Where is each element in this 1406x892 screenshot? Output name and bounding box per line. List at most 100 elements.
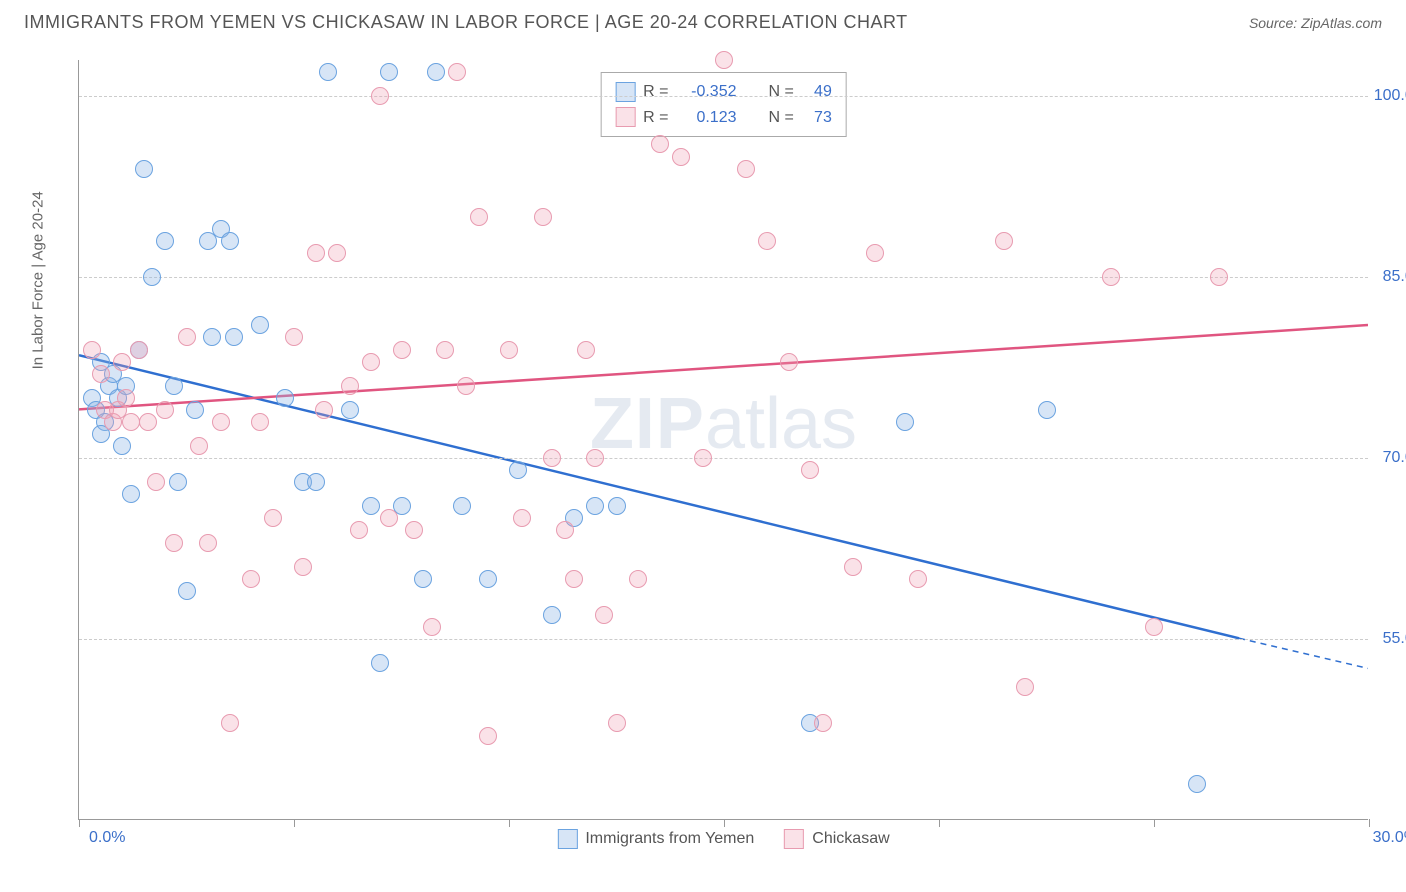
- scatter-point: [595, 606, 613, 624]
- header: IMMIGRANTS FROM YEMEN VS CHICKASAW IN LA…: [0, 0, 1406, 41]
- scatter-point: [534, 208, 552, 226]
- scatter-point: [92, 365, 110, 383]
- scatter-point: [844, 558, 862, 576]
- legend-n-label: N =: [769, 79, 794, 105]
- scatter-point: [457, 377, 475, 395]
- scatter-point: [380, 509, 398, 527]
- scatter-point: [319, 63, 337, 81]
- scatter-point: [896, 413, 914, 431]
- legend-swatch: [615, 107, 635, 127]
- scatter-point: [414, 570, 432, 588]
- scatter-point: [1102, 268, 1120, 286]
- legend-swatch: [557, 829, 577, 849]
- x-axis-max-label: 30.0%: [1373, 829, 1406, 847]
- scatter-point: [362, 497, 380, 515]
- scatter-point: [737, 160, 755, 178]
- scatter-point: [242, 570, 260, 588]
- watermark-rest: atlas: [705, 384, 857, 464]
- scatter-point: [814, 714, 832, 732]
- legend-r-label: R =: [643, 79, 668, 105]
- scatter-point: [362, 353, 380, 371]
- scatter-point: [117, 389, 135, 407]
- scatter-point: [565, 570, 583, 588]
- x-tick: [1369, 819, 1370, 827]
- y-axis-title: In Labor Force | Age 20-24: [30, 191, 47, 369]
- scatter-point: [1016, 678, 1034, 696]
- scatter-point: [328, 244, 346, 262]
- scatter-point: [113, 353, 131, 371]
- scatter-point: [509, 461, 527, 479]
- legend-series: Immigrants from Yemen Chickasaw: [557, 829, 889, 849]
- watermark-bold: ZIP: [590, 384, 705, 464]
- legend-n-value: 49: [802, 79, 832, 105]
- y-tick-label: 85.0%: [1383, 268, 1406, 286]
- legend-swatch: [615, 82, 635, 102]
- scatter-point: [436, 341, 454, 359]
- scatter-point: [371, 87, 389, 105]
- legend-stats-row: R = -0.352 N = 49: [615, 79, 832, 105]
- scatter-point: [315, 401, 333, 419]
- scatter-point: [178, 328, 196, 346]
- scatter-point: [758, 232, 776, 250]
- scatter-point: [1145, 618, 1163, 636]
- scatter-point: [672, 148, 690, 166]
- legend-series-label: Chickasaw: [812, 830, 889, 848]
- scatter-point: [83, 341, 101, 359]
- scatter-point: [165, 377, 183, 395]
- scatter-point: [715, 51, 733, 69]
- y-tick-label: 55.0%: [1383, 630, 1406, 648]
- x-tick: [939, 819, 940, 827]
- x-tick: [1154, 819, 1155, 827]
- x-axis-min-label: 0.0%: [89, 829, 125, 847]
- legend-series-item: Immigrants from Yemen: [557, 829, 754, 849]
- scatter-point: [307, 244, 325, 262]
- gridline-h: [79, 639, 1368, 640]
- scatter-point: [251, 316, 269, 334]
- scatter-point: [479, 570, 497, 588]
- scatter-point: [448, 63, 466, 81]
- gridline-h: [79, 96, 1368, 97]
- scatter-point: [143, 268, 161, 286]
- chart-title: IMMIGRANTS FROM YEMEN VS CHICKASAW IN LA…: [24, 12, 908, 33]
- scatter-point: [1210, 268, 1228, 286]
- scatter-point: [212, 413, 230, 431]
- scatter-point: [427, 63, 445, 81]
- legend-series-item: Chickasaw: [784, 829, 889, 849]
- scatter-point: [130, 341, 148, 359]
- scatter-point: [995, 232, 1013, 250]
- scatter-point: [285, 328, 303, 346]
- legend-n-label: N =: [769, 105, 794, 131]
- scatter-point: [341, 377, 359, 395]
- x-tick: [509, 819, 510, 827]
- plot-area: ZIPatlas R =-0.352N =49R =0.123N =73 0.0…: [78, 60, 1368, 820]
- x-tick: [294, 819, 295, 827]
- scatter-point: [113, 437, 131, 455]
- scatter-point: [608, 714, 626, 732]
- legend-stats-row: R = 0.123 N = 73: [615, 105, 832, 131]
- gridline-h: [79, 458, 1368, 459]
- y-tick-label: 70.0%: [1383, 449, 1406, 467]
- scatter-point: [122, 485, 140, 503]
- scatter-point: [165, 534, 183, 552]
- scatter-point: [556, 521, 574, 539]
- legend-series-label: Immigrants from Yemen: [585, 830, 754, 848]
- scatter-point: [371, 654, 389, 672]
- scatter-point: [264, 509, 282, 527]
- legend-r-value: -0.352: [677, 79, 737, 105]
- scatter-point: [1038, 401, 1056, 419]
- legend-n-value: 73: [802, 105, 832, 131]
- scatter-point: [135, 160, 153, 178]
- watermark: ZIPatlas: [590, 383, 857, 465]
- scatter-point: [543, 606, 561, 624]
- legend-r-label: R =: [643, 105, 668, 131]
- scatter-point: [513, 509, 531, 527]
- scatter-point: [577, 341, 595, 359]
- scatter-point: [199, 534, 217, 552]
- gridline-h: [79, 277, 1368, 278]
- scatter-point: [405, 521, 423, 539]
- scatter-point: [221, 232, 239, 250]
- scatter-point: [780, 353, 798, 371]
- legend-r-value: 0.123: [677, 105, 737, 131]
- scatter-point: [866, 244, 884, 262]
- scatter-point: [225, 328, 243, 346]
